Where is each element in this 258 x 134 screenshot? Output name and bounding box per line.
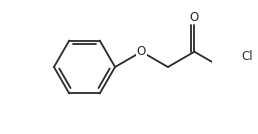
Text: Cl: Cl [241, 49, 253, 62]
Text: O: O [137, 45, 146, 58]
Text: O: O [190, 11, 199, 24]
